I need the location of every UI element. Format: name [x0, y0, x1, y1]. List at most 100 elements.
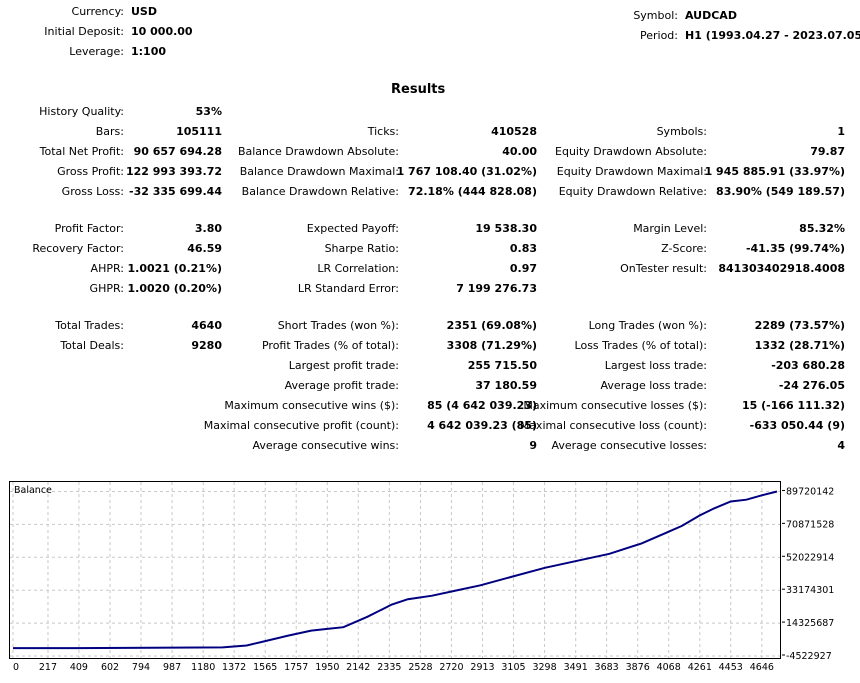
long-trades-label: Long Trades (won %):	[588, 319, 707, 332]
deposit-label: Initial Deposit:	[44, 25, 124, 38]
y-axis: 89720142 70871528 52022914 33174301 14325687…	[782, 486, 834, 662]
maximal-consec-profit-label: Maximal consecutive profit (count):	[203, 419, 399, 432]
long-trades-value: 2289 (73.57%)	[754, 319, 845, 332]
ahpr-label: AHPR:	[90, 262, 124, 275]
symbols-label: Symbols:	[656, 125, 707, 138]
x-tick-label-24: 4646	[750, 662, 774, 673]
z-score-value: -41.35 (99.74%)	[745, 242, 845, 255]
max-consec-wins-label: Maximum consecutive wins ($):	[224, 399, 399, 412]
sharpe-ratio-value: 0.83	[509, 242, 537, 255]
balance-dd-rel-label: Balance Drawdown Relative:	[241, 185, 399, 198]
equity-dd-max-value: 1 945 885.91 (33.97%)	[704, 165, 845, 178]
x-tick-label-18: 3491	[564, 662, 588, 673]
x-tick-label-13: 2528	[408, 662, 432, 673]
x-tick-label-6: 1180	[191, 662, 215, 673]
x-tick-label-11: 2142	[346, 662, 370, 673]
lr-correlation-label: LR Correlation:	[317, 262, 399, 275]
avg-loss-value: -24 276.05	[778, 379, 845, 392]
balance-chart: Balance	[9, 481, 781, 659]
recovery-factor-label: Recovery Factor:	[32, 242, 124, 255]
loss-trades-label: Loss Trades (% of total):	[574, 339, 707, 352]
profit-factor-value: 3.80	[194, 222, 222, 235]
margin-level-value: 85.32%	[799, 222, 845, 235]
ticks-value: 410528	[491, 125, 537, 138]
ghpr-value: 1.0020 (0.20%)	[127, 282, 223, 295]
x-tick-label-7: 1372	[222, 662, 246, 673]
results-title: Results	[391, 82, 446, 97]
equity-dd-rel-value: 83.90% (549 189.57)	[716, 185, 845, 198]
short-trades-value: 2351 (69.08%)	[446, 319, 537, 332]
avg-profit-label: Average profit trade:	[284, 379, 399, 392]
x-tick-label-10: 1950	[315, 662, 339, 673]
equity-dd-max-label: Equity Drawdown Maximal:	[556, 165, 707, 178]
ghpr-label: GHPR:	[89, 282, 124, 295]
max-consec-losses-label: Maximum consecutive losses ($):	[523, 399, 707, 412]
lr-correlation-value: 0.97	[509, 262, 537, 275]
expected-payoff-value: 19 538.30	[475, 222, 537, 235]
balance-chart-svg: Balance	[10, 482, 780, 658]
x-tick-label-16: 3105	[501, 662, 525, 673]
bars-label: Bars:	[95, 125, 124, 138]
total-deals-value: 9280	[191, 339, 222, 352]
short-trades-label: Short Trades (won %):	[277, 319, 399, 332]
largest-loss-value: -203 680.28	[771, 359, 845, 372]
max-consec-wins-value: 85 (4 642 039.23)	[427, 399, 537, 412]
bars-value: 105111	[176, 125, 222, 138]
avg-profit-value: 37 180.59	[475, 379, 537, 392]
deposit-value: 10 000.00	[131, 25, 193, 38]
ticks-label: Ticks:	[367, 125, 399, 138]
y-tick-label-5: -4522927	[786, 651, 832, 662]
profit-trades-value: 3308 (71.29%)	[446, 339, 537, 352]
total-net-profit-label: Total Net Profit:	[39, 145, 124, 158]
period-label: Period:	[639, 29, 678, 42]
leverage-value: 1:100	[131, 45, 167, 58]
x-tick-label-1: 217	[39, 662, 57, 673]
x-tick-label-20: 3876	[626, 662, 650, 673]
gross-profit-label: Gross Profit:	[57, 165, 124, 178]
avg-consec-wins-label: Average consecutive wins:	[252, 439, 399, 452]
max-consec-losses-value: 15 (-166 111.32)	[742, 399, 845, 412]
z-score-label: Z-Score:	[661, 242, 707, 255]
history-quality-value: 53%	[195, 105, 222, 118]
y-tick-label-3: 33174301	[786, 585, 834, 596]
leverage-label: Leverage:	[69, 45, 124, 58]
profit-factor-label: Profit Factor:	[54, 222, 124, 235]
x-tick-label-12: 2335	[377, 662, 401, 673]
x-tick-label-9: 1757	[284, 662, 308, 673]
avg-consec-losses-label: Average consecutive losses:	[551, 439, 707, 452]
x-tick-label-23: 4453	[719, 662, 743, 673]
equity-dd-abs-label: Equity Drawdown Absolute:	[555, 145, 707, 158]
avg-consec-losses-value: 4	[837, 439, 845, 452]
x-tick-label-21: 4068	[657, 662, 681, 673]
avg-loss-label: Average loss trade:	[600, 379, 707, 392]
total-net-profit-value: 90 657 694.28	[133, 145, 222, 158]
symbol-value: AUDCAD	[685, 9, 737, 22]
ontester-label: OnTester result:	[620, 262, 707, 275]
maximal-consec-loss-value: -633 050.44 (9)	[749, 419, 845, 432]
period-value: H1 (1993.04.27 - 2023.07.05)	[685, 29, 860, 42]
ahpr-value: 1.0021 (0.21%)	[127, 262, 223, 275]
balance-dd-abs-label: Balance Drawdown Absolute:	[237, 145, 399, 158]
currency-value: USD	[131, 5, 157, 18]
largest-loss-label: Largest loss trade:	[604, 359, 707, 372]
expected-payoff-label: Expected Payoff:	[306, 222, 399, 235]
largest-profit-label: Largest profit trade:	[288, 359, 399, 372]
margin-level-label: Margin Level:	[633, 222, 707, 235]
maximal-consec-profit-value: 4 642 039.23 (85)	[427, 419, 537, 432]
x-tick-label-19: 3683	[595, 662, 619, 673]
loss-trades-value: 1332 (28.71%)	[754, 339, 845, 352]
chart-title: Balance	[14, 485, 52, 496]
gross-loss-value: -32 335 699.44	[129, 185, 222, 198]
sharpe-ratio-label: Sharpe Ratio:	[324, 242, 399, 255]
total-trades-value: 4640	[191, 319, 222, 332]
balance-line	[13, 490, 778, 650]
recovery-factor-value: 46.59	[187, 242, 222, 255]
balance-dd-abs-value: 40.00	[502, 145, 537, 158]
balance-dd-max-value: 1 767 108.40 (31.02%)	[396, 165, 537, 178]
x-tick-label-2: 409	[70, 662, 88, 673]
x-tick-label-22: 4261	[688, 662, 712, 673]
ontester-value: 841303402918.4008	[718, 262, 845, 275]
balance-dd-max-label: Balance Drawdown Maximal:	[239, 165, 399, 178]
profit-trades-label: Profit Trades (% of total):	[261, 339, 399, 352]
largest-profit-value: 255 715.50	[467, 359, 537, 372]
